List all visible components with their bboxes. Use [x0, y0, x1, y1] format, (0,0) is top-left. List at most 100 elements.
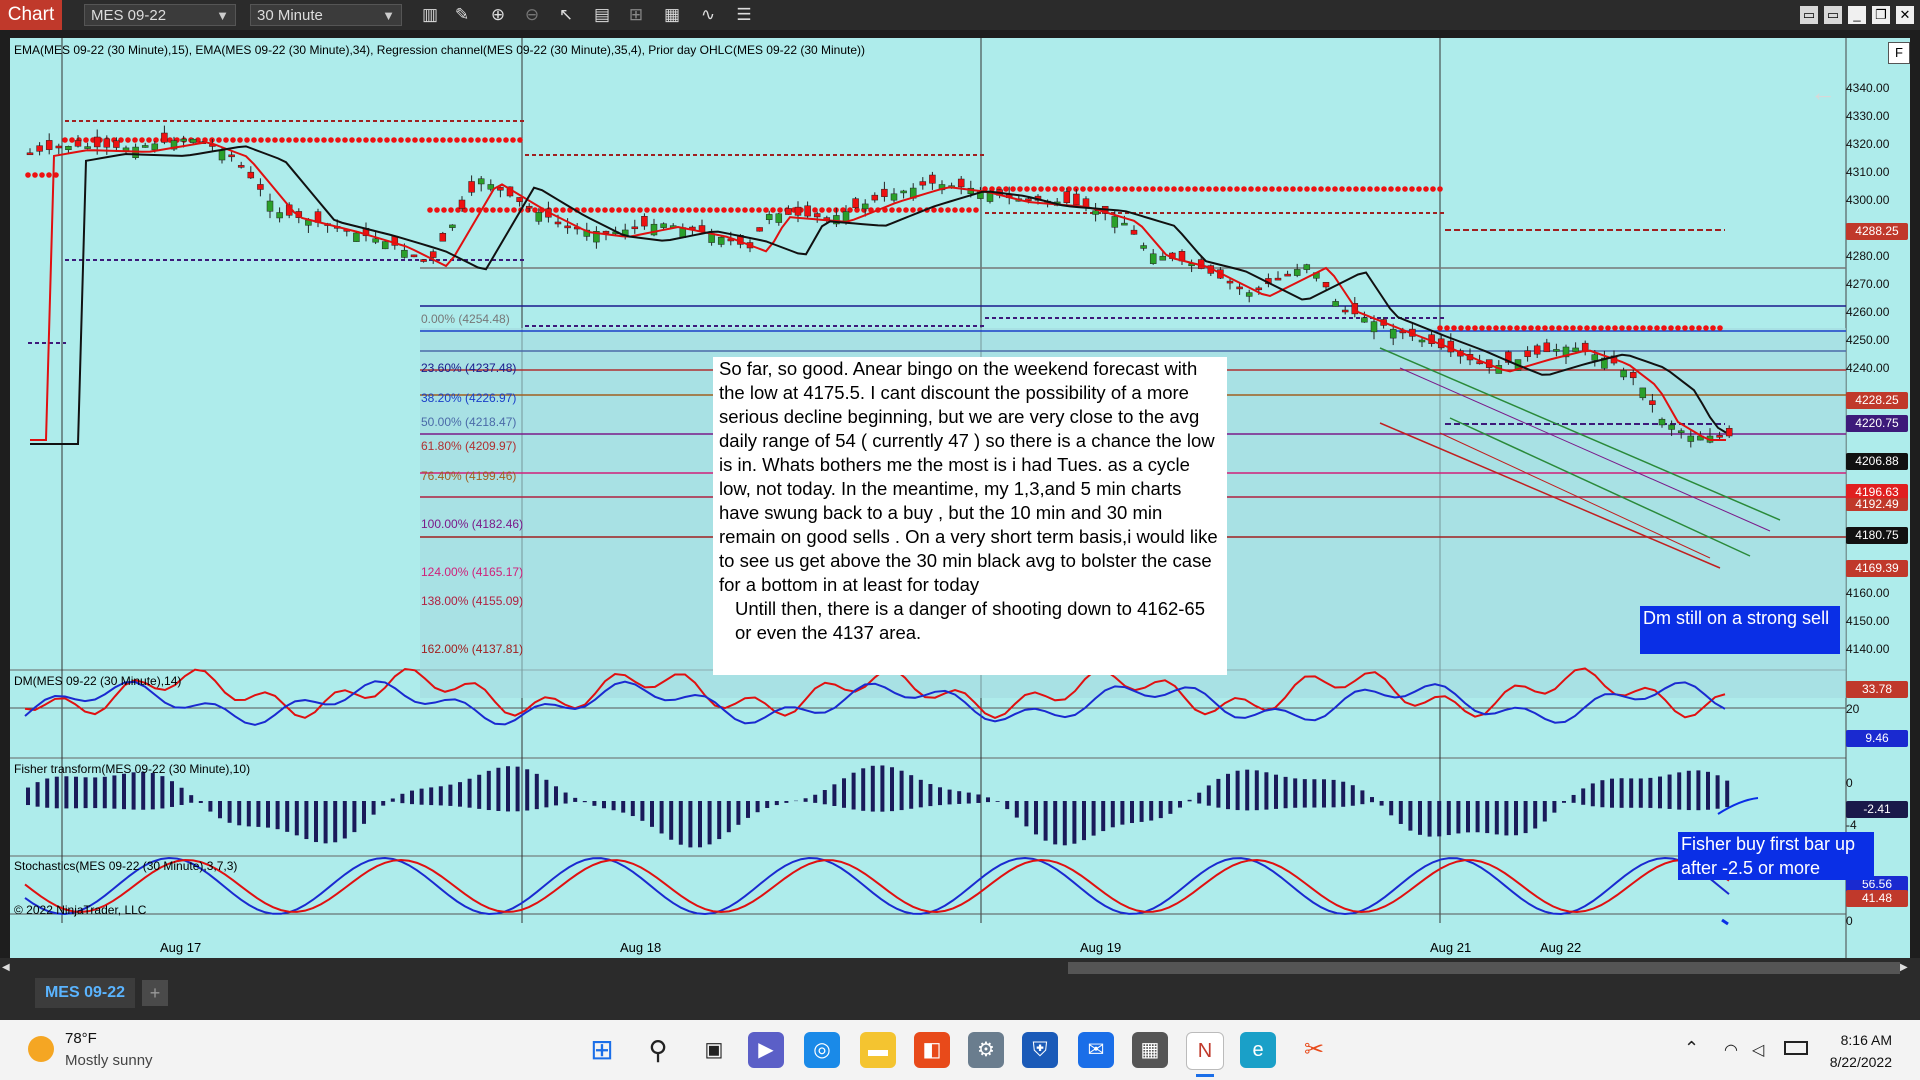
windows-taskbar	[0, 1020, 1920, 1080]
fisher-bar	[1149, 801, 1154, 821]
chart-area[interactable]: ← EMA(MES 09-22 (30 Minute),15), EMA(MES…	[10, 38, 1910, 958]
fisher-bar	[496, 767, 501, 811]
store-icon[interactable]: ◎	[804, 1032, 840, 1068]
window-menu-icon[interactable]: ▭	[1800, 6, 1818, 24]
close-dot	[1311, 186, 1317, 192]
date-label: Aug 18	[620, 940, 662, 955]
edge-icon[interactable]: e	[1240, 1032, 1276, 1068]
close-dot	[1332, 186, 1338, 192]
properties-icon[interactable]: ▤	[593, 5, 611, 24]
fisher-bar	[1590, 783, 1595, 807]
fisher-bar	[285, 801, 290, 832]
settings-icon[interactable]: ⚙	[968, 1032, 1004, 1068]
office-icon[interactable]: ◧	[914, 1032, 950, 1068]
fisher-panel-title: Fisher transform(MES 09-22 (30 Minute),1…	[14, 762, 251, 776]
task-view-icon[interactable]: ▣	[704, 1039, 724, 1061]
scroll-left-icon[interactable]: ◀	[2, 962, 10, 973]
close-dot	[532, 207, 538, 213]
restore-icon[interactable]: ▭	[1824, 6, 1842, 24]
pointer-icon[interactable]: ↖	[558, 5, 574, 24]
f-button[interactable]: F	[1888, 42, 1910, 64]
interval-selector[interactable]: 30 Minute ▼	[250, 4, 402, 26]
fisher-bar	[746, 801, 750, 818]
fisher-bar	[1610, 778, 1614, 808]
candle-body	[1149, 253, 1157, 264]
regression-mid	[1399, 367, 1771, 532]
close-dot	[1080, 186, 1086, 192]
fisher-bar	[1341, 781, 1346, 807]
candle-body	[813, 213, 821, 218]
list-icon[interactable]: ☰	[736, 5, 752, 24]
snipping-tool-icon[interactable]: ✂	[1303, 1036, 1325, 1063]
candle-body	[1649, 400, 1656, 405]
zoom-out-icon[interactable]: ⊖	[524, 5, 540, 24]
defender-icon[interactable]: ⛨	[1022, 1032, 1058, 1068]
instrument-selector[interactable]: MES 09-22 ▼	[84, 4, 236, 26]
candle-body	[468, 181, 475, 193]
fisher-bar	[26, 787, 30, 806]
candle-body	[871, 194, 879, 201]
battery-icon[interactable]	[1784, 1041, 1808, 1055]
chart-window-tab[interactable]: Chart	[0, 0, 62, 30]
templates-icon[interactable]: ⊞	[628, 5, 644, 24]
windows-start-icon[interactable]: ⊞	[590, 1034, 614, 1065]
fisher-bar	[1034, 801, 1038, 835]
clock-time[interactable]: 8:16 AM	[1840, 1032, 1892, 1048]
candle-body	[794, 206, 802, 216]
volume-icon[interactable]: ◁	[1752, 1042, 1765, 1059]
fisher-bar	[275, 801, 280, 830]
fisher-bar	[179, 787, 184, 805]
close-dot	[1199, 186, 1205, 192]
price-badge: 4196.63	[1846, 484, 1908, 501]
chevron-up-icon[interactable]: ⌃	[1684, 1038, 1700, 1058]
close-dot	[1115, 186, 1121, 192]
close-dot	[1402, 186, 1408, 192]
maximize-icon[interactable]: ❐	[1872, 6, 1890, 24]
mail-icon[interactable]: ✉	[1078, 1032, 1114, 1068]
weather-desc[interactable]: Mostly sunny	[65, 1052, 153, 1069]
zoom-in-icon[interactable]: ⊕	[490, 5, 506, 24]
fisher-bar	[534, 773, 539, 810]
file-explorer-icon[interactable]: ▬	[860, 1032, 896, 1068]
add-tab-button[interactable]: +	[142, 980, 168, 1006]
close-dot	[889, 207, 895, 213]
fisher-bar	[995, 801, 1000, 802]
search-icon[interactable]: ⚲	[648, 1035, 668, 1065]
bar-style-icon[interactable]: ▥	[421, 5, 439, 24]
indicators-icon[interactable]: ∿	[700, 5, 716, 24]
close-dot	[139, 137, 145, 143]
fisher-bar	[928, 784, 933, 807]
draw-icon[interactable]: ✎	[454, 5, 470, 24]
fisher-bar	[1398, 801, 1403, 824]
minimize-icon[interactable]: _	[1848, 6, 1866, 24]
close-dot	[153, 137, 159, 143]
close-icon[interactable]: ✕	[1896, 6, 1914, 24]
candle-body	[36, 145, 43, 152]
stoch-axis-zero: 0	[1846, 914, 1853, 928]
close-dot	[1262, 186, 1268, 192]
close-dot	[370, 137, 376, 143]
fib-label: 76.40% (4199.46)	[421, 469, 517, 483]
close-dot	[1136, 186, 1142, 192]
calculator-icon[interactable]: ▦	[1132, 1032, 1168, 1068]
tab-mes-09-22[interactable]: MES 09-22	[35, 978, 135, 1008]
ninjatrader-icon[interactable]: N	[1186, 1032, 1224, 1070]
scroll-right-icon[interactable]: ▶	[1900, 962, 1908, 973]
fisher-bar	[246, 801, 251, 827]
weather-temp[interactable]: 78°F	[65, 1030, 97, 1047]
close-dot	[1045, 186, 1051, 192]
fisher-bar	[1254, 770, 1259, 811]
teams-icon[interactable]: ▶	[748, 1032, 784, 1068]
fisher-bar	[1312, 779, 1317, 808]
clock-date[interactable]: 8/22/2022	[1829, 1054, 1892, 1070]
scroll-thumb[interactable]	[1068, 962, 1900, 974]
close-dot	[286, 137, 292, 143]
weather-sun-icon[interactable]	[28, 1036, 54, 1062]
close-dot	[581, 207, 587, 213]
wifi-icon[interactable]: ◠	[1724, 1042, 1738, 1059]
fisher-bar	[1158, 801, 1163, 819]
strategies-icon[interactable]: ▦	[663, 5, 681, 24]
candle-body	[449, 224, 456, 228]
horizontal-scrollbar[interactable]: ◀ ▶	[0, 958, 1920, 978]
stoch-d-line	[24, 858, 1730, 914]
